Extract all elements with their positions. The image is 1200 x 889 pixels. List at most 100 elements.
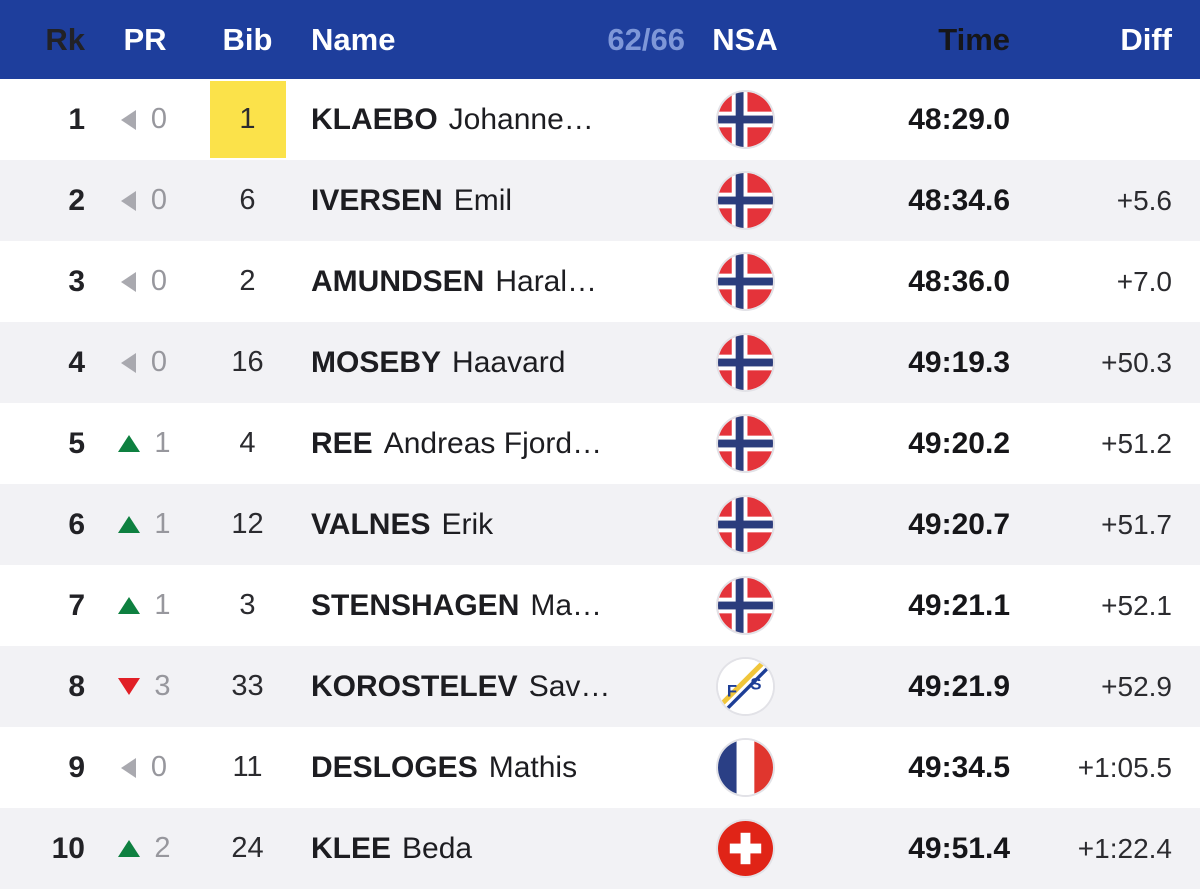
athlete-first-name: Johanne… bbox=[448, 102, 594, 136]
athlete-first-name: Andreas Fjord… bbox=[383, 426, 603, 460]
rank-cell: 1 bbox=[68, 102, 85, 136]
table-row[interactable]: 10 2 24 KLEE Beda 49:51.4 +1:22.4 bbox=[0, 808, 1200, 889]
nsa-flag-icon bbox=[717, 92, 773, 147]
position-change-value: 1 bbox=[154, 427, 171, 459]
header-time: Time bbox=[938, 21, 1010, 57]
bib-number: 33 bbox=[231, 670, 264, 702]
results-rows: 1 0 1 KLAEBO Johanne… 48:29.0 2 0 6 IVERS… bbox=[0, 79, 1200, 889]
nsa-cell bbox=[695, 740, 795, 795]
position-change-cell: 1 bbox=[90, 508, 200, 541]
bib-number: 4 bbox=[239, 427, 256, 459]
nsa-flag-icon bbox=[717, 740, 773, 795]
nsa-cell bbox=[695, 416, 795, 471]
nsa-cell bbox=[695, 92, 795, 147]
table-row[interactable]: 8 3 33 KOROSTELEV Sav… 49:21.9 +52.9 bbox=[0, 646, 1200, 727]
athlete-first-name: Sav… bbox=[528, 669, 611, 703]
athlete-name[interactable]: KLAEBO Johanne… bbox=[295, 103, 695, 137]
athlete-name[interactable]: DESLOGES Mathis bbox=[295, 751, 695, 785]
diff-cell: +1:05.5 bbox=[1077, 751, 1172, 783]
diff-cell: +7.0 bbox=[1116, 265, 1172, 297]
bib-number: 3 bbox=[239, 589, 256, 621]
athlete-name[interactable]: AMUNDSEN Haral… bbox=[295, 265, 695, 299]
athlete-name[interactable]: VALNES Erik bbox=[295, 508, 695, 542]
athlete-first-name: Haavard bbox=[452, 345, 566, 379]
athlete-last-name: STENSHAGEN bbox=[311, 588, 520, 622]
athlete-last-name: KLAEBO bbox=[311, 102, 438, 136]
rank-cell: 10 bbox=[51, 831, 85, 865]
bib-number: 6 bbox=[239, 184, 256, 216]
nsa-flag-icon bbox=[717, 173, 773, 228]
table-row[interactable]: 4 0 16 MOSEBY Haavard 49:19.3 +50.3 bbox=[0, 322, 1200, 403]
diff-cell: +50.3 bbox=[1101, 346, 1172, 378]
position-change-value: 0 bbox=[150, 103, 168, 135]
table-row[interactable]: 9 0 11 DESLOGES Mathis 49:34.5 +1:05.5 bbox=[0, 727, 1200, 808]
position-change-value: 2 bbox=[154, 832, 171, 864]
diff-cell: +52.9 bbox=[1101, 670, 1172, 702]
nsa-flag bbox=[717, 254, 773, 309]
nsa-flag-icon bbox=[717, 578, 773, 633]
nsa-flag bbox=[717, 821, 773, 876]
rank-cell: 7 bbox=[68, 588, 85, 622]
header-diff: Diff bbox=[1120, 21, 1172, 57]
diff-cell: +51.2 bbox=[1101, 427, 1172, 459]
athlete-name[interactable]: IVERSEN Emil bbox=[295, 184, 695, 218]
table-row[interactable]: 3 0 2 AMUNDSEN Haral… 48:36.0 +7.0 bbox=[0, 241, 1200, 322]
time-cell: 49:21.9 bbox=[908, 669, 1010, 703]
nsa-cell bbox=[695, 821, 795, 876]
position-change-value: 1 bbox=[154, 589, 171, 621]
athlete-name[interactable]: KOROSTELEV Sav… bbox=[295, 670, 695, 704]
bib-number: 24 bbox=[231, 832, 264, 864]
table-header: Rk PR Bib Name 62/66 NSA Time Diff bbox=[0, 0, 1200, 79]
table-row[interactable]: 2 0 6 IVERSEN Emil 48:34.6 +5.6 bbox=[0, 160, 1200, 241]
position-change-icon bbox=[121, 271, 136, 292]
nsa-flag bbox=[717, 416, 773, 471]
athlete-name[interactable]: MOSEBY Haavard bbox=[295, 346, 695, 380]
athlete-name[interactable]: STENSHAGEN Ma… bbox=[295, 589, 695, 623]
position-change-icon bbox=[117, 516, 140, 533]
position-change-value: 0 bbox=[150, 265, 168, 297]
bib-cell: 4 bbox=[200, 405, 295, 482]
header-position-change: PR bbox=[123, 21, 167, 57]
table-row[interactable]: 6 1 12 VALNES Erik 49:20.7 +51.7 bbox=[0, 484, 1200, 565]
position-change-icon bbox=[117, 597, 140, 614]
rank-cell: 2 bbox=[68, 183, 85, 217]
athlete-name[interactable]: KLEE Beda bbox=[295, 832, 695, 866]
table-row[interactable]: 1 0 1 KLAEBO Johanne… 48:29.0 bbox=[0, 79, 1200, 160]
diff-cell: +52.1 bbox=[1101, 589, 1172, 621]
time-cell: 49:19.3 bbox=[908, 345, 1010, 379]
nsa-flag-icon bbox=[717, 254, 773, 309]
position-change-cell: 1 bbox=[90, 427, 200, 460]
rank-cell: 4 bbox=[68, 345, 85, 379]
position-change-icon bbox=[121, 757, 136, 778]
rank-cell: 3 bbox=[68, 264, 85, 298]
time-cell: 49:20.2 bbox=[908, 426, 1010, 460]
position-change-cell: 0 bbox=[90, 184, 200, 217]
athlete-first-name: Haral… bbox=[495, 264, 598, 298]
rank-cell: 6 bbox=[68, 507, 85, 541]
bib-cell: 2 bbox=[200, 243, 295, 320]
bib-cell: 12 bbox=[200, 486, 295, 563]
position-change-icon bbox=[121, 190, 136, 211]
position-change-icon bbox=[117, 678, 140, 695]
nsa-flag bbox=[717, 173, 773, 228]
position-change-cell: 2 bbox=[90, 832, 200, 865]
athlete-last-name: AMUNDSEN bbox=[311, 264, 485, 298]
time-cell: 49:20.7 bbox=[908, 507, 1010, 541]
header-name-label: Name bbox=[311, 21, 396, 57]
position-change-cell: 0 bbox=[90, 346, 200, 379]
rank-cell: 9 bbox=[68, 750, 85, 784]
time-cell: 48:36.0 bbox=[908, 264, 1010, 298]
athlete-first-name: Ma… bbox=[530, 588, 603, 622]
athlete-name[interactable]: REE Andreas Fjord… bbox=[295, 427, 695, 461]
table-row[interactable]: 5 1 4 REE Andreas Fjord… 49:20.2 +51.2 bbox=[0, 403, 1200, 484]
nsa-flag-icon bbox=[717, 659, 773, 714]
bib-cell: 16 bbox=[200, 324, 295, 401]
diff-cell: +51.7 bbox=[1101, 508, 1172, 540]
athlete-last-name: MOSEBY bbox=[311, 345, 442, 379]
position-change-icon bbox=[121, 352, 136, 373]
bib-cell: 3 bbox=[200, 567, 295, 644]
nsa-flag bbox=[717, 335, 773, 390]
table-row[interactable]: 7 1 3 STENSHAGEN Ma… 49:21.1 +52.1 bbox=[0, 565, 1200, 646]
athlete-first-name: Emil bbox=[453, 183, 513, 217]
